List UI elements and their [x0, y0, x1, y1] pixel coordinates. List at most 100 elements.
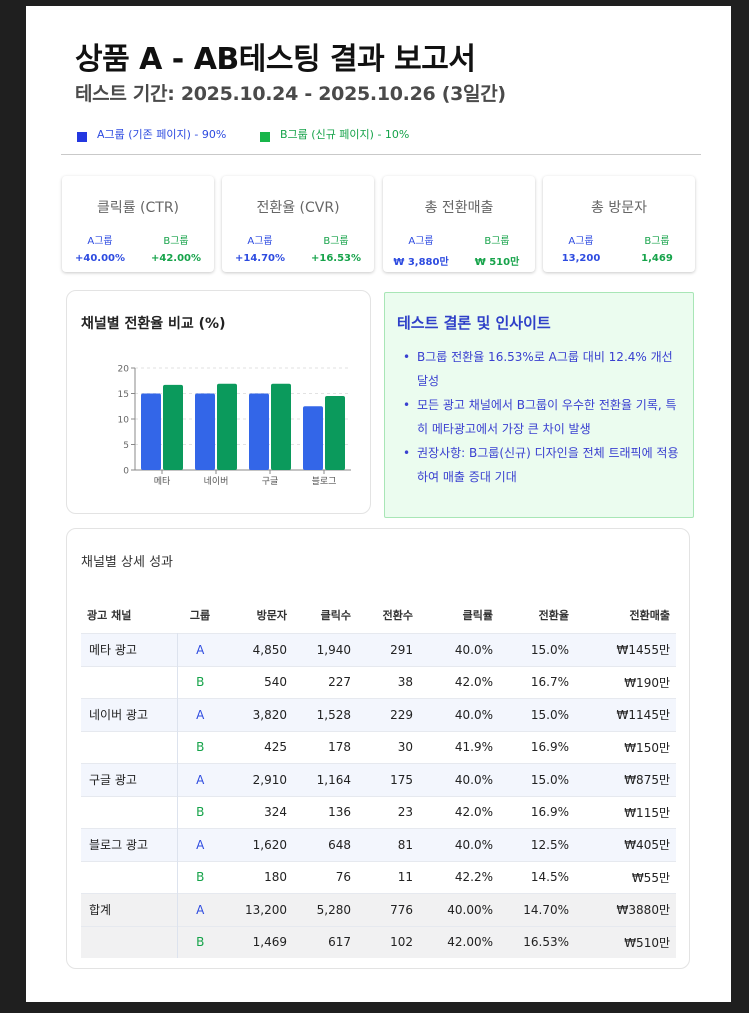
table-cell	[81, 860, 178, 894]
kpi-value-b: 1,469	[641, 253, 673, 264]
table-cell: 180	[223, 860, 293, 894]
table-cell: 540	[223, 665, 293, 699]
kpi-card-ctr: 클릭률 (CTR) A그룹 B그룹 +40.00% +42.00%	[62, 176, 214, 272]
table-cell: 40.0%	[419, 633, 499, 666]
table-cell: 14.5%	[499, 860, 575, 894]
table-cell: ₩115만	[575, 795, 676, 829]
insight-item: 권장사항: B그룹(신규) 디자인을 전체 트래픽에 적용하여 매출 증대 기대	[399, 441, 681, 489]
y-tick-label: 15	[118, 390, 129, 400]
table-cell	[81, 730, 178, 764]
x-tick-label: 구글	[262, 476, 279, 487]
bar-a-0	[141, 393, 161, 470]
legend-label-a: A그룹 (기존 페이지) - 90%	[97, 128, 227, 141]
table-cell: A	[177, 763, 223, 796]
table-row: B 180 76 11 42.2% 14.5% ₩55만	[81, 860, 676, 894]
kpi-title: 클릭률 (CTR)	[96, 200, 180, 216]
kpi-label-a: A그룹	[247, 236, 273, 247]
table-cell: ₩405만	[575, 828, 676, 861]
table-cell: 구글 광고	[81, 763, 178, 796]
x-tick-label: 블로그	[312, 476, 337, 487]
kpi-title: 전환율 (CVR)	[256, 200, 340, 216]
channel-performance-table: 광고 채널 그룹 방문자 클릭수 전환수 클릭률 전환율 전환매출 메타 광고 A…	[81, 597, 676, 958]
table-cell: ₩150만	[575, 730, 676, 764]
kpi-label-b: B그룹	[323, 236, 349, 247]
table-cell: 42.2%	[419, 860, 499, 894]
legend-group-b: B그룹 (신규 페이지) - 10%	[260, 126, 409, 142]
kpi-label-b: B그룹	[163, 236, 189, 247]
table-cell: 1,164	[293, 763, 357, 796]
bar-a-2	[249, 393, 269, 470]
bar-a-3	[303, 406, 323, 470]
table-row: 메타 광고 A 4,850 1,940 291 40.0% 15.0% ₩1455만	[81, 633, 676, 666]
table-cell: 15.0%	[499, 633, 575, 666]
table-cell: 136	[293, 795, 357, 829]
bar-b-0	[163, 384, 183, 470]
table-cell: 11	[357, 860, 419, 894]
col-header: 전환매출	[629, 609, 670, 622]
kpi-value-a: 13,200	[561, 253, 601, 264]
table-row: 구글 광고 A 2,910 1,164 175 40.0% 15.0% ₩875만	[81, 763, 676, 796]
table-cell: 4,850	[223, 633, 293, 666]
table-cell: A	[177, 633, 223, 666]
kpi-title: 총 전환매출	[424, 200, 494, 216]
bar-b-1	[217, 383, 237, 470]
table-cell: 16.53%	[499, 925, 575, 958]
report-page: 상품 A - AB테스팅 결과 보고서 테스트 기간: 2025.10.24 -…	[26, 6, 731, 1002]
y-tick-label: 0	[123, 467, 129, 477]
report-title: 상품 A - AB테스팅 결과 보고서	[75, 42, 476, 77]
table-cell: 38	[357, 665, 419, 699]
x-tick-label: 메타	[154, 476, 171, 487]
table-cell: 40.0%	[419, 763, 499, 796]
table-row: 블로그 광고 A 1,620 648 81 40.0% 12.5% ₩405만	[81, 828, 676, 861]
table-cell: 12.5%	[499, 828, 575, 861]
table-cell: 합계	[81, 893, 178, 926]
insight-item: B그룹 전환율 16.53%로 A그룹 대비 12.4% 개선 달성	[399, 345, 681, 393]
table-cell: ₩1455만	[575, 633, 676, 666]
table-row: 네이버 광고 A 3,820 1,528 229 40.0% 15.0% ₩1145만	[81, 698, 676, 731]
table-cell: ₩875만	[575, 763, 676, 796]
legend-swatch-b	[260, 132, 270, 142]
table-cell: 1,940	[293, 633, 357, 666]
table-cell: 15.0%	[499, 698, 575, 731]
table-cell: 41.9%	[419, 730, 499, 764]
kpi-label-b: B그룹	[484, 236, 510, 247]
table-cell	[81, 795, 178, 829]
table-cell: 메타 광고	[81, 633, 178, 666]
table-cell: 324	[223, 795, 293, 829]
col-header: 전환수	[382, 609, 413, 622]
insight-list: B그룹 전환율 16.53%로 A그룹 대비 12.4% 개선 달성 모든 광고…	[399, 345, 681, 489]
table-cell: 5,280	[293, 893, 357, 926]
bar-a-1	[195, 393, 215, 470]
y-tick-label: 20	[118, 365, 130, 375]
table-row: B 324 136 23 42.0% 16.9% ₩115만	[81, 795, 676, 829]
legend-swatch-a	[77, 132, 87, 142]
kpi-value-b: ₩ 510만	[474, 257, 520, 268]
table-cell: 102	[357, 925, 419, 958]
table-cell: 15.0%	[499, 763, 575, 796]
table-cell: 16.9%	[499, 730, 575, 764]
table-cell: 42.00%	[419, 925, 499, 958]
table-cell: B	[177, 795, 223, 829]
table-cell: 1,528	[293, 698, 357, 731]
bar-b-3	[325, 396, 345, 470]
table-cell: 40.0%	[419, 828, 499, 861]
kpi-value-a: ₩ 3,880만	[393, 257, 449, 268]
col-header: 광고 채널	[87, 609, 132, 622]
table-cell: 3,820	[223, 698, 293, 731]
table-cell: 16.9%	[499, 795, 575, 829]
test-period: 테스트 기간: 2025.10.24 - 2025.10.26 (3일간)	[75, 83, 506, 105]
table-cell: 40.00%	[419, 893, 499, 926]
table-cell: B	[177, 860, 223, 894]
table-cell: 81	[357, 828, 419, 861]
table-cell: ₩510만	[575, 925, 676, 958]
table-cell: 14.70%	[499, 893, 575, 926]
table-cell: 425	[223, 730, 293, 764]
table-cell: 76	[293, 860, 357, 894]
table-cell: ₩1145만	[575, 698, 676, 731]
table-cell: 617	[293, 925, 357, 958]
table-cell: 648	[293, 828, 357, 861]
col-header: 방문자	[256, 609, 287, 622]
table-cell: 1,469	[223, 925, 293, 958]
kpi-card-revenue: 총 전환매출 A그룹 B그룹 ₩ 3,880만 ₩ 510만	[383, 176, 535, 272]
table-row: 합계 A 13,200 5,280 776 40.00% 14.70% ₩3880만	[81, 893, 676, 926]
